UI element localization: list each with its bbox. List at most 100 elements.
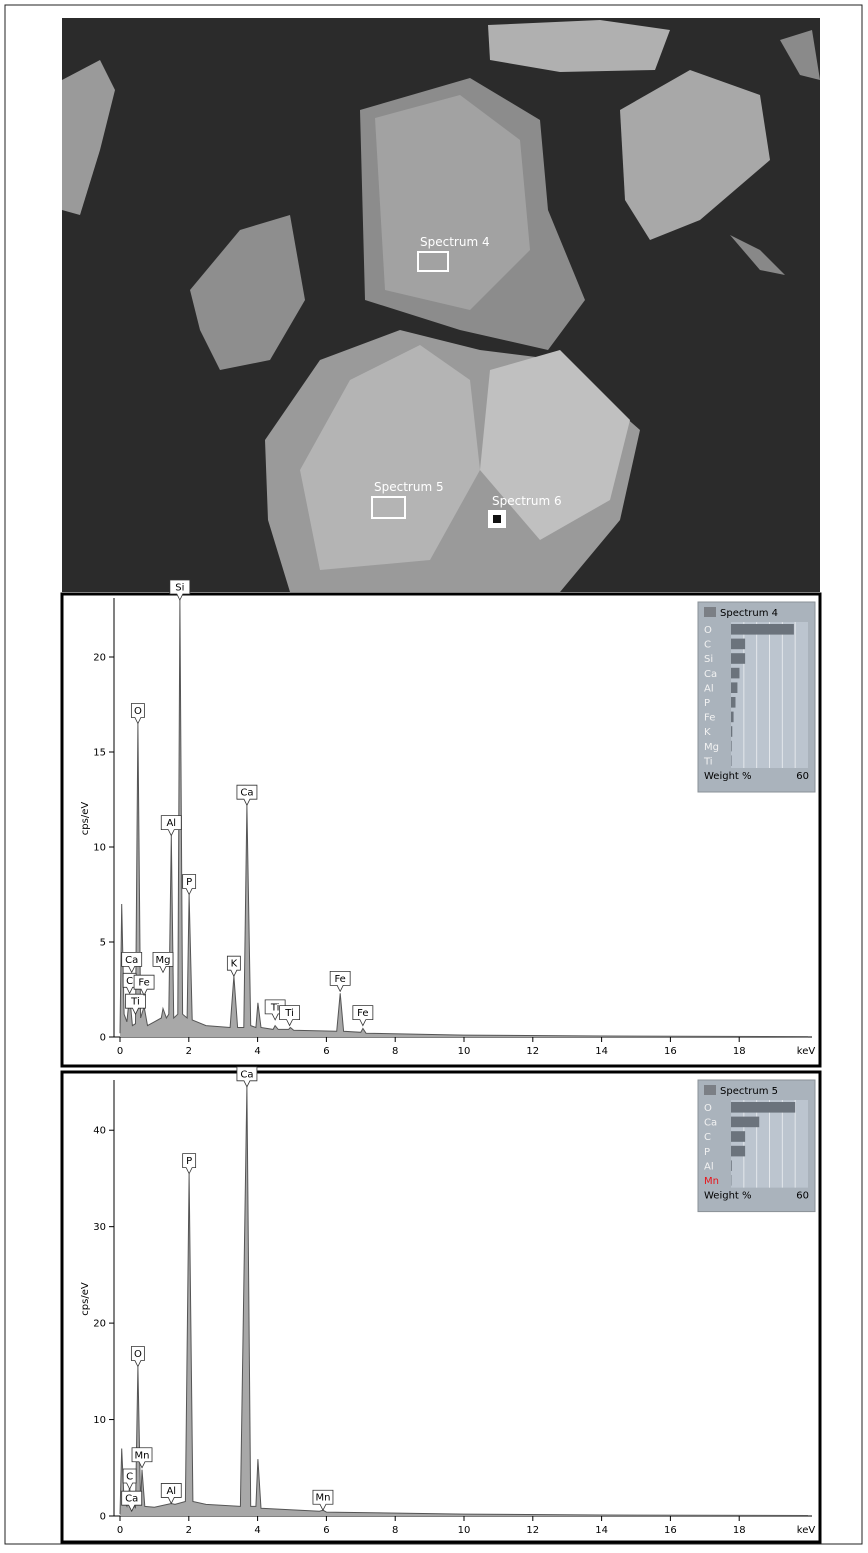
inset-bar bbox=[731, 682, 737, 693]
x-tick-label: 18 bbox=[733, 1046, 746, 1057]
x-tick-label: 6 bbox=[323, 1525, 329, 1536]
annotation: Mn bbox=[315, 1493, 330, 1504]
annotation: Al bbox=[166, 1486, 176, 1497]
x-tick-label: 6 bbox=[323, 1046, 329, 1057]
inset-category: Ti bbox=[703, 756, 713, 767]
x-tick-label: 12 bbox=[526, 1046, 539, 1057]
inset-category: Al bbox=[704, 1161, 714, 1172]
x-tick-label: 14 bbox=[595, 1046, 608, 1057]
inset-bar bbox=[731, 755, 732, 766]
inset-x-tick-label: 60 bbox=[796, 771, 809, 782]
inset-category: Al bbox=[704, 683, 714, 694]
inset-bar bbox=[731, 726, 732, 737]
x-tick-label: 4 bbox=[254, 1525, 260, 1536]
inset-bar bbox=[731, 697, 735, 708]
x-tick-label: 8 bbox=[392, 1046, 398, 1057]
annotation: Ti bbox=[284, 1008, 294, 1019]
annotation: C bbox=[126, 976, 133, 987]
inset-category: P bbox=[704, 698, 710, 709]
inset-bar bbox=[731, 741, 732, 752]
inset-bar bbox=[731, 1160, 732, 1171]
annotation: C bbox=[126, 1471, 133, 1482]
y-tick-label: 5 bbox=[100, 938, 106, 949]
inset-bar bbox=[731, 1146, 745, 1157]
rock bbox=[488, 20, 670, 72]
legend-swatch bbox=[704, 607, 716, 617]
y-axis-label: cps/eV bbox=[80, 802, 91, 836]
inset-category: O bbox=[704, 625, 712, 636]
annotation: Fe bbox=[334, 974, 345, 985]
y-tick-label: 10 bbox=[93, 843, 106, 854]
inset-category: Si bbox=[704, 654, 713, 665]
annotation: O bbox=[134, 706, 142, 717]
annotation: Fe bbox=[357, 1008, 368, 1019]
region-label: Spectrum 5 bbox=[374, 480, 444, 494]
x-tick-label: 10 bbox=[458, 1525, 471, 1536]
annotation: K bbox=[231, 959, 238, 970]
inset-x-tick-label: 60 bbox=[796, 1191, 809, 1202]
y-tick-label: 0 bbox=[100, 1033, 106, 1044]
y-tick-label: 10 bbox=[93, 1415, 106, 1426]
x-tick-label: 8 bbox=[392, 1525, 398, 1536]
x-tick-label: 16 bbox=[664, 1046, 677, 1057]
region-label: Spectrum 6 bbox=[492, 494, 562, 508]
legend-label: Spectrum 5 bbox=[720, 1086, 778, 1097]
y-tick-label: 40 bbox=[93, 1126, 106, 1137]
inset-category: Mg bbox=[704, 742, 719, 753]
y-tick-label: 0 bbox=[100, 1512, 106, 1523]
inset-bar bbox=[731, 1131, 745, 1142]
annotation: Mg bbox=[156, 955, 171, 966]
region-label: Spectrum 4 bbox=[420, 235, 490, 249]
inset-x-label: Weight % bbox=[704, 771, 752, 782]
y-tick-label: 20 bbox=[93, 653, 106, 664]
x-tick-label: 0 bbox=[117, 1525, 123, 1536]
x-axis-label: keV bbox=[797, 1046, 816, 1057]
x-tick-label: 16 bbox=[664, 1525, 677, 1536]
annotation: Si bbox=[175, 583, 184, 594]
x-tick-label: 14 bbox=[595, 1525, 608, 1536]
x-tick-label: 4 bbox=[254, 1046, 260, 1057]
legend-label: Spectrum 4 bbox=[720, 608, 778, 619]
inset-category: C bbox=[704, 1132, 711, 1143]
annotation: Al bbox=[166, 818, 176, 829]
y-axis-label: cps/eV bbox=[80, 1282, 91, 1316]
x-axis-label: keV bbox=[797, 1525, 816, 1536]
inset-bar bbox=[731, 639, 745, 650]
inset-bar bbox=[731, 653, 745, 664]
y-tick-label: 30 bbox=[93, 1222, 106, 1233]
y-tick-label: 15 bbox=[93, 748, 106, 759]
annotation: Ca bbox=[240, 1069, 253, 1080]
inset-bar bbox=[731, 1102, 795, 1113]
annotation: Ti bbox=[130, 997, 140, 1008]
inset-bar bbox=[731, 624, 794, 635]
x-tick-label: 0 bbox=[117, 1046, 123, 1057]
inset-category: P bbox=[704, 1147, 710, 1158]
inset-category: K bbox=[704, 727, 711, 738]
x-tick-label: 10 bbox=[458, 1046, 471, 1057]
annotation: Ca bbox=[240, 788, 253, 799]
annotation: Fe bbox=[138, 978, 149, 989]
x-tick-label: 12 bbox=[526, 1525, 539, 1536]
inset-bar bbox=[731, 712, 734, 723]
inset-bar bbox=[731, 668, 739, 679]
inset-bar bbox=[731, 1117, 759, 1128]
legend-swatch bbox=[704, 1085, 716, 1095]
annotation: Ca bbox=[125, 1494, 138, 1505]
annotation: Ti bbox=[270, 1002, 280, 1013]
inset-category: Ca bbox=[704, 669, 717, 680]
inset-category: Ca bbox=[704, 1118, 717, 1129]
annotation: O bbox=[134, 1349, 142, 1360]
spectrum-point bbox=[493, 515, 501, 523]
annotation: Ca bbox=[125, 955, 138, 966]
annotation: P bbox=[186, 1156, 192, 1167]
annotation: P bbox=[186, 877, 192, 888]
y-tick-label: 20 bbox=[93, 1319, 106, 1330]
annotation: Mn bbox=[135, 1450, 150, 1461]
x-tick-label: 18 bbox=[733, 1525, 746, 1536]
inset-category: Fe bbox=[704, 713, 715, 724]
inset-category: C bbox=[704, 640, 711, 651]
x-tick-label: 2 bbox=[186, 1046, 192, 1057]
inset-category: O bbox=[704, 1103, 712, 1114]
sem-image: Spectrum 4 Spectrum 5 Spectrum 6 bbox=[62, 18, 820, 592]
